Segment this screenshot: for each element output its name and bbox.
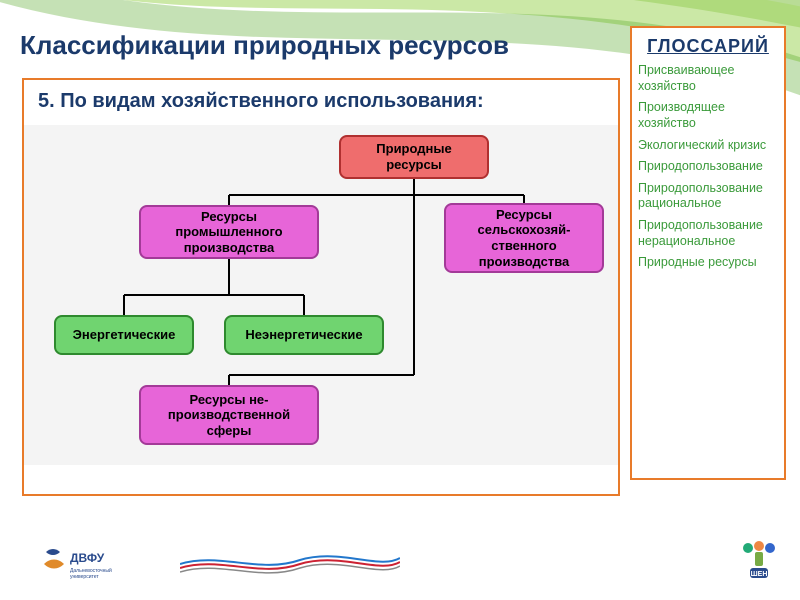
- edge: [229, 374, 414, 376]
- glossary-item[interactable]: Экологический кризис: [638, 138, 778, 154]
- node-nonpr: Ресурсы не- производственной сферы: [139, 385, 319, 445]
- subtitle: 5. По видам хозяйственного использования…: [24, 80, 618, 121]
- glossary-item[interactable]: Производящее хозяйство: [638, 100, 778, 131]
- logo-dvfu: ДВФУ Дальневосточный университет: [40, 546, 130, 582]
- svg-text:Дальневосточный: Дальневосточный: [70, 567, 112, 574]
- svg-text:университет: университет: [70, 574, 99, 580]
- edge: [228, 375, 230, 385]
- node-energ: Энергетические: [54, 315, 194, 355]
- edge: [228, 195, 230, 205]
- node-agr: Ресурсы сельскохозяй- ственного производ…: [444, 203, 604, 273]
- edge: [413, 179, 415, 195]
- glossary-item[interactable]: Присваивающее хозяйство: [638, 63, 778, 94]
- svg-text:ДВФУ: ДВФУ: [70, 551, 105, 565]
- page-title: Классификации природных ресурсов: [20, 30, 509, 61]
- edge: [228, 259, 230, 295]
- edge: [523, 195, 525, 203]
- edge: [124, 294, 304, 296]
- glossary-title: ГЛОССАРИЙ: [638, 36, 778, 57]
- main-panel: 5. По видам хозяйственного использования…: [22, 78, 620, 496]
- glossary-panel: ГЛОССАРИЙ Присваивающее хозяйство Произво…: [630, 26, 786, 480]
- glossary-item[interactable]: Природопользование: [638, 159, 778, 175]
- edge: [303, 295, 305, 315]
- logo-wave: [180, 550, 400, 580]
- glossary-item[interactable]: Природные ресурсы: [638, 255, 778, 271]
- node-nonen: Неэнергетические: [224, 315, 384, 355]
- svg-text:ШЕН: ШЕН: [751, 571, 768, 578]
- edge: [413, 195, 415, 375]
- glossary-item[interactable]: Природопользование рациональное: [638, 181, 778, 212]
- edge: [229, 194, 524, 196]
- glossary-list: Присваивающее хозяйство Производящее хозя…: [638, 63, 778, 271]
- node-ind: Ресурсы промышленного производства: [139, 205, 319, 259]
- edge: [123, 295, 125, 315]
- node-root: Природные ресурсы: [339, 135, 489, 179]
- diagram-canvas: Природные ресурсы Ресурсы промышленного п…: [24, 125, 618, 465]
- glossary-item[interactable]: Природопользование нерациональное: [638, 218, 778, 249]
- logo-shen: ШЕН: [738, 540, 780, 582]
